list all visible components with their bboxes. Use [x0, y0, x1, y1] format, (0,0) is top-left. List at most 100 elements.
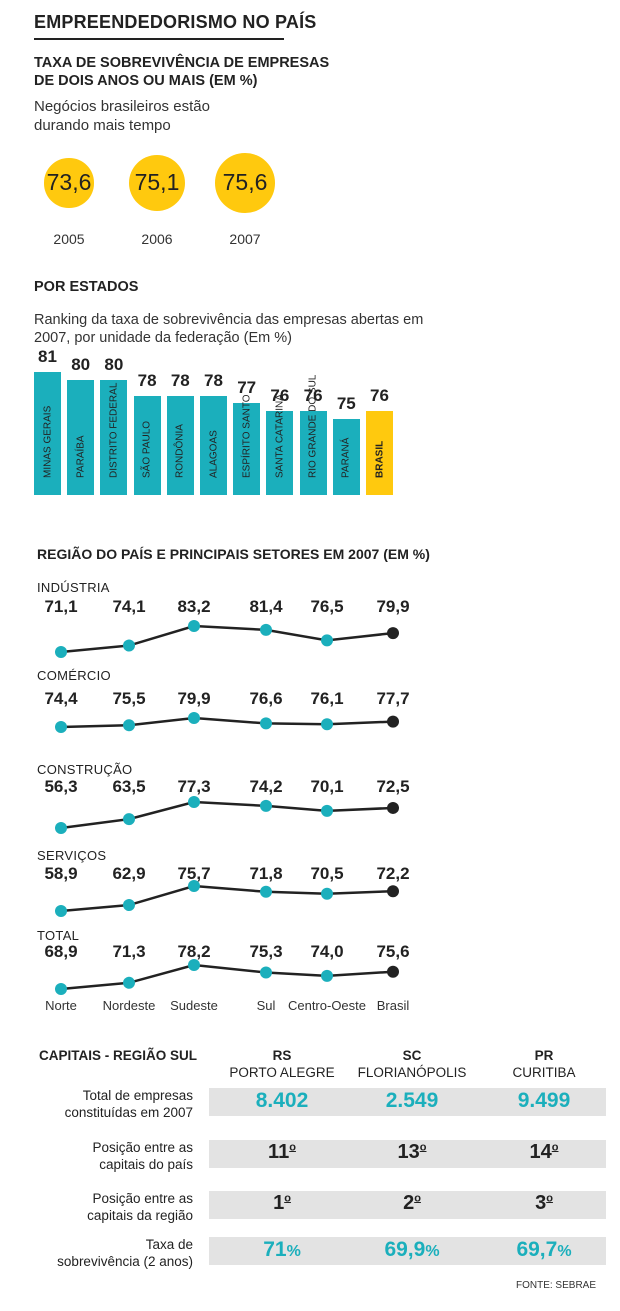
table-row	[209, 1191, 606, 1219]
x-category-label: Brasil	[376, 998, 410, 1013]
data-value-label: 75,7	[177, 864, 211, 883]
cell-value: 9.499	[517, 1089, 571, 1112]
row-label: Total de empresas constituídas em 2007	[33, 1087, 193, 1121]
x-category-label: Nordeste	[102, 998, 156, 1013]
column-header: SC FLORIANÓPOLIS	[342, 1047, 482, 1081]
series-name: TOTAL	[37, 928, 80, 943]
data-point	[55, 983, 67, 995]
data-point	[387, 715, 399, 728]
data-point	[387, 801, 399, 814]
data-point	[260, 885, 272, 898]
series-name: CONSTRUÇÃO	[37, 762, 133, 777]
title-divider	[34, 38, 284, 40]
data-value-label: 75,3	[249, 942, 283, 961]
data-point	[321, 969, 333, 982]
cell-value: 3	[535, 1192, 547, 1214]
data-point	[123, 899, 135, 912]
cell-value: 1	[273, 1192, 285, 1214]
series-line	[60, 800, 394, 830]
table-row	[209, 1088, 606, 1116]
data-value-label: 74,2	[249, 777, 283, 796]
bar-value-label: 81	[38, 347, 57, 367]
data-value-label: 79,9	[177, 689, 211, 708]
data-value-label: 68,9	[44, 942, 78, 961]
data-point	[321, 718, 333, 731]
column-state: SC	[402, 1048, 422, 1063]
data-value-label: 74,0	[310, 942, 344, 961]
bar-state: SANTA CATARINA	[266, 394, 294, 495]
data-point	[123, 813, 135, 826]
intro-line1: Negócios brasileiros estão	[34, 98, 210, 115]
data-value-label: 76,6	[249, 689, 283, 708]
bar-value-label: 78	[170, 370, 190, 390]
data-value-label: 72,2	[376, 864, 410, 883]
sector-line-charts	[55, 620, 399, 995]
cell-value: 69,7	[516, 1238, 558, 1261]
data-point	[387, 965, 399, 978]
cell-suffix: o	[289, 1141, 296, 1154]
data-value-label: 76,1	[310, 689, 344, 708]
data-value-label: 70,1	[310, 777, 344, 796]
series-name: COMÉRCIO	[37, 668, 111, 683]
row-label-line2: constituídas em 2007	[64, 1105, 193, 1120]
data-point	[188, 620, 200, 632]
table-cell: 11o	[212, 1141, 352, 1164]
data-point	[123, 639, 135, 652]
data-point	[321, 634, 333, 647]
data-point	[188, 712, 200, 724]
table-cell: 3o	[474, 1192, 614, 1215]
series-name: INDÚSTRIA	[37, 580, 110, 595]
row-label-line2: capitais da região	[87, 1208, 193, 1223]
data-point	[321, 804, 333, 817]
table-row	[209, 1237, 606, 1265]
bar-state: PARAÍBA	[67, 380, 95, 495]
data-value-label: 72,5	[376, 777, 410, 796]
cell-suffix: o	[284, 1192, 291, 1205]
data-point	[55, 822, 67, 834]
table-cell: 71%	[212, 1238, 352, 1262]
bar-value-label: 78	[204, 370, 223, 390]
data-value-label: 58,9	[44, 864, 78, 883]
page-title: EMPREENDEDORISMO NO PAÍS	[34, 12, 317, 32]
table-cell: 1o	[212, 1192, 352, 1215]
row-label-line2: sobrevivência (2 anos)	[57, 1254, 193, 1269]
bar-value-label: 77	[237, 378, 257, 398]
cell-value: 71	[263, 1238, 287, 1261]
data-value-label: 75,6	[376, 942, 410, 961]
data-value-label: 74,4	[44, 689, 78, 708]
data-value-label: 71,1	[44, 597, 78, 616]
data-point	[260, 717, 272, 730]
regions-title: REGIÃO DO PAÍS E PRINCIPAIS SETORES EM 2…	[37, 546, 430, 562]
data-value-label: 71,3	[112, 942, 146, 961]
bar-brasil: BRASIL	[366, 411, 393, 495]
cell-value: 11	[268, 1141, 290, 1163]
data-point	[188, 796, 200, 808]
column-city: PORTO ALEGRE	[229, 1065, 335, 1080]
data-point	[188, 880, 200, 892]
data-value-label: 56,3	[44, 777, 78, 796]
states-desc-line2: 2007, por unidade da federação (Em %)	[34, 330, 292, 346]
bar-state: RIO GRANDE DO SUL	[299, 375, 327, 495]
data-point	[123, 976, 135, 989]
column-header: RS PORTO ALEGRE	[212, 1047, 352, 1081]
series-name: SERVIÇOS	[37, 848, 107, 863]
series-line	[60, 963, 394, 991]
bar-value-label: 76	[370, 386, 389, 406]
cell-suffix: o	[414, 1192, 421, 1205]
data-value-label: 77,7	[376, 689, 410, 708]
cell-value: 8.402	[255, 1089, 309, 1112]
series-line	[60, 884, 394, 913]
year-label: 2006	[141, 231, 173, 247]
cell-value: 13	[397, 1141, 420, 1163]
row-label: Posição entre as capitais da região	[33, 1190, 193, 1224]
data-value-label: 63,5	[112, 777, 146, 796]
table-cell: 13o	[342, 1141, 482, 1164]
data-point	[55, 646, 67, 658]
table-cell: 2o	[342, 1192, 482, 1215]
x-category-label: Norte	[45, 998, 77, 1013]
states-desc-line1: Ranking da taxa de sobrevivência das emp…	[34, 312, 424, 328]
data-point	[260, 799, 272, 812]
row-label-line1: Posição entre as	[92, 1191, 193, 1206]
bar-value-label: 75	[336, 394, 356, 413]
bar-value-label: 76	[270, 386, 290, 406]
